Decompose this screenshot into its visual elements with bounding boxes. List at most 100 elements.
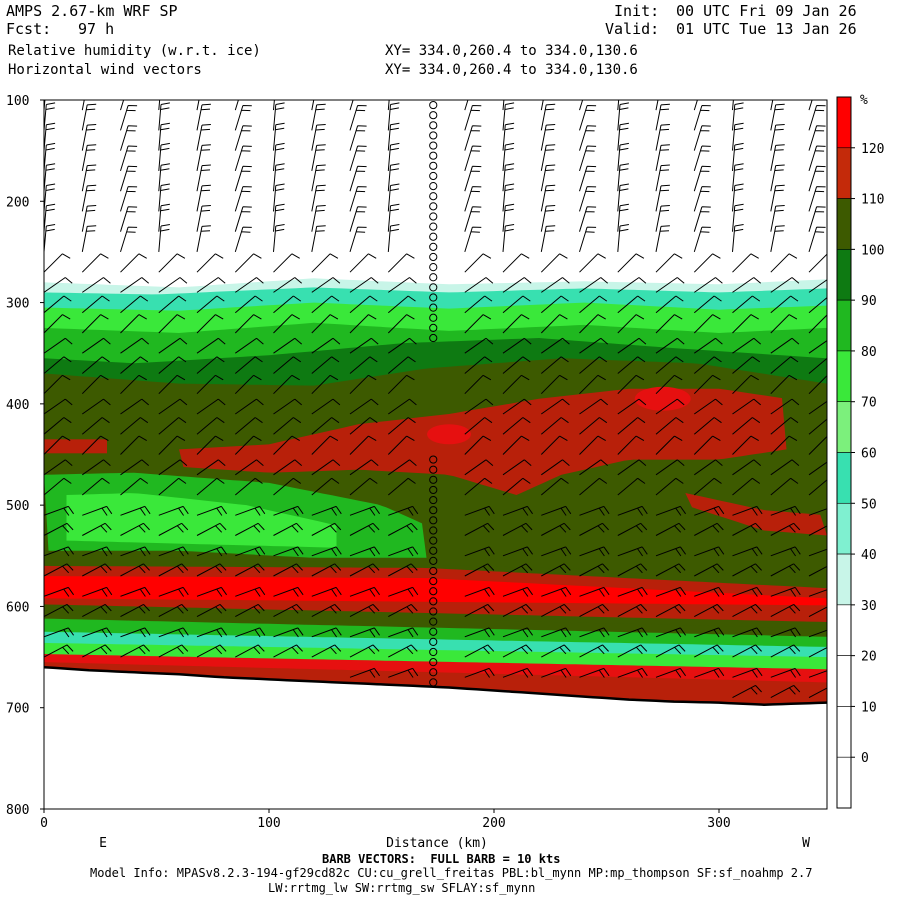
- wind-barb: [693, 374, 721, 395]
- rh-band-110-surface: [44, 662, 827, 705]
- wind-barb: [502, 477, 531, 496]
- wind-barb: [770, 627, 801, 638]
- valid-value: 01 UTC Tue 13 Jan 26: [676, 20, 857, 38]
- wind-barb: [234, 477, 263, 496]
- wind-barb: [770, 417, 799, 435]
- wind-barb: [158, 100, 161, 111]
- wind-barb: [387, 314, 415, 334]
- y-tick-label: 800: [6, 803, 29, 818]
- wind-barb: [349, 417, 378, 435]
- model-title: AMPS 2.67-km WRF SP: [6, 2, 178, 20]
- wind-barb: [617, 505, 648, 516]
- wind-barb: [196, 627, 228, 638]
- wind-barb: [732, 505, 763, 516]
- wind-barb: [81, 103, 97, 131]
- wind-barb: [120, 546, 151, 557]
- wind-barb: [770, 546, 801, 557]
- wind-barb: [349, 477, 378, 496]
- wind-barb: [693, 165, 711, 192]
- wind-barb: [349, 145, 367, 172]
- wind-barb: [120, 417, 149, 435]
- wind-barb: [234, 226, 252, 253]
- wind-barb: [387, 163, 400, 192]
- wind-barb: [311, 124, 326, 151]
- wind-barb: [464, 314, 492, 334]
- wind-barb: [81, 144, 97, 171]
- wind-barb: [693, 105, 711, 131]
- wind-barb: [694, 627, 725, 638]
- wind-barb: [311, 337, 341, 354]
- wind-barb: [540, 477, 569, 496]
- wind-barb: [387, 435, 415, 455]
- wind-barb: [579, 477, 608, 496]
- wind-barb: [808, 105, 826, 131]
- wind-barb: [349, 398, 379, 415]
- wind-barb: [273, 644, 303, 658]
- wind-barb: [540, 435, 568, 455]
- wind-barb: [387, 142, 400, 171]
- wind-barb: [540, 144, 556, 171]
- wind-barb: [44, 603, 74, 618]
- wind-barb: [158, 203, 170, 232]
- calm-circle: [429, 475, 438, 484]
- wind-barb: [732, 203, 744, 232]
- calm-circle: [429, 556, 438, 565]
- wind-barb: [808, 606, 827, 618]
- wind-barb: [158, 603, 189, 618]
- wind-barb: [541, 586, 572, 597]
- xy-1: XY= 334.0,260.4 to 334.0,130.6: [385, 43, 638, 59]
- wind-barb: [158, 277, 188, 293]
- wind-barb: [617, 102, 629, 131]
- wind-barb: [158, 435, 186, 455]
- wind-barb: [464, 295, 493, 314]
- wind-barb: [694, 337, 723, 354]
- colorbar-label: 80: [861, 345, 877, 360]
- wind-barb: [732, 522, 762, 536]
- wind-barb: [464, 145, 482, 172]
- wind-barb: [120, 314, 147, 334]
- wind-barb: [770, 522, 801, 536]
- x-tick-label: 100: [257, 816, 280, 831]
- wind-barb: [158, 356, 187, 374]
- wind-barb: [655, 295, 684, 314]
- wind-barb: [196, 586, 228, 597]
- wind-barb: [464, 125, 482, 151]
- wind-barb: [655, 277, 685, 293]
- colorbar-swatch: [836, 706, 852, 758]
- wind-barb: [196, 459, 226, 476]
- wind-barb: [655, 667, 687, 678]
- wind-barb: [44, 563, 74, 577]
- wind-barb: [120, 277, 150, 293]
- wind-barb: [196, 398, 226, 415]
- wind-barb: [311, 477, 340, 496]
- wind-barb: [196, 477, 225, 496]
- wind-barb: [311, 253, 339, 273]
- wind-barb: [81, 100, 85, 111]
- wind-barb: [44, 295, 72, 314]
- wind-barb: [44, 477, 72, 496]
- wind-barb: [82, 277, 111, 293]
- wind-barb: [196, 435, 224, 455]
- wind-barb: [464, 417, 493, 435]
- wind-barb: [732, 337, 762, 354]
- calm-circle: [429, 678, 438, 687]
- calm-circle: [429, 627, 438, 636]
- wind-barb: [311, 603, 342, 618]
- wind-barb: [617, 667, 648, 678]
- wind-barb: [464, 546, 495, 557]
- wind-barb: [273, 417, 302, 435]
- wind-barb: [770, 644, 801, 658]
- wind-barb: [808, 670, 827, 678]
- y-tick-label: 600: [6, 600, 29, 615]
- plot-area: [44, 278, 827, 809]
- wind-barb: [311, 644, 342, 658]
- wind-barb: [617, 477, 646, 496]
- wind-barb: [579, 644, 609, 658]
- wind-barb: [196, 225, 211, 252]
- wind-barb: [502, 224, 515, 252]
- wind-barb: [655, 100, 659, 111]
- calm-circle: [429, 313, 438, 322]
- wind-barb: [81, 295, 110, 314]
- wind-barb: [732, 122, 744, 151]
